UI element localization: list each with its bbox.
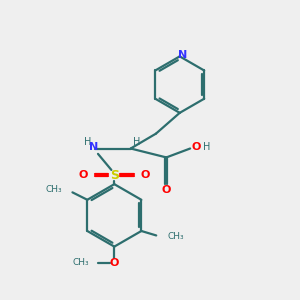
Text: H: H: [84, 137, 91, 147]
Text: O: O: [192, 142, 201, 152]
Text: O: O: [162, 184, 171, 194]
Text: O: O: [141, 170, 150, 180]
Text: S: S: [110, 169, 119, 182]
Text: H: H: [203, 142, 211, 152]
Text: N: N: [89, 142, 98, 152]
Text: CH₃: CH₃: [72, 258, 89, 267]
Text: O: O: [78, 170, 88, 180]
Text: H: H: [133, 137, 140, 147]
Text: CH₃: CH₃: [167, 232, 184, 242]
Text: CH₃: CH₃: [45, 185, 62, 194]
Text: N: N: [178, 50, 187, 60]
Text: O: O: [110, 258, 119, 268]
